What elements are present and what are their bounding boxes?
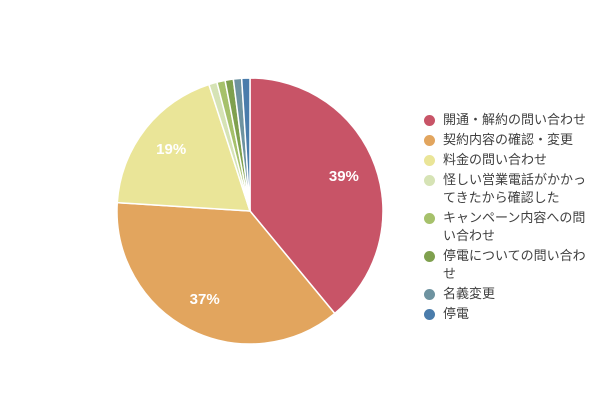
legend-marker-icon <box>424 250 435 262</box>
legend-item: 怪しい営業電話がかかってきたから確認した <box>424 171 596 207</box>
legend-item: 料金の問い合わせ <box>424 151 596 169</box>
pie-slice-0 <box>249 77 384 315</box>
legend-item: 名義変更 <box>424 285 596 303</box>
legend-marker-icon <box>424 174 435 186</box>
legend-item: 停電についての問い合わせ <box>424 247 596 283</box>
legend-label: 契約内容の確認・変更 <box>443 132 574 147</box>
legend-label: 停電 <box>443 306 470 321</box>
legend-marker-icon <box>424 154 435 166</box>
legend-label: 停電についての問い合わせ <box>443 248 586 281</box>
legend-marker-icon <box>424 134 435 146</box>
legend-label: 開通・解約の問い合わせ <box>443 112 587 127</box>
pie-slice-2 <box>116 83 251 212</box>
pie-percent-label: 39% <box>329 168 359 185</box>
legend-marker-icon <box>424 308 435 320</box>
legend-item: 開通・解約の問い合わせ <box>424 111 596 129</box>
legend-item: 停電 <box>424 305 596 323</box>
legend-label: 怪しい営業電話がかかってきたから確認した <box>443 172 587 205</box>
legend: 開通・解約の問い合わせ 契約内容の確認・変更 料金の問い合わせ 怪しい営業電話が… <box>424 111 596 325</box>
legend-marker-icon <box>424 212 435 224</box>
legend-label: 料金の問い合わせ <box>443 152 548 167</box>
pie-percent-label: 19% <box>156 141 186 158</box>
pie-slice-7 <box>240 77 251 212</box>
legend-marker-icon <box>424 288 435 300</box>
pie-percent-label: 37% <box>190 291 220 308</box>
legend-item: キャンペーン内容への問い合わせ <box>424 209 596 245</box>
legend-marker-icon <box>424 114 435 126</box>
legend-item: 契約内容の確認・変更 <box>424 131 596 149</box>
pie-slice-1 <box>116 201 336 345</box>
legend-label: 名義変更 <box>443 286 496 301</box>
legend-label: キャンペーン内容への問い合わせ <box>443 210 586 243</box>
